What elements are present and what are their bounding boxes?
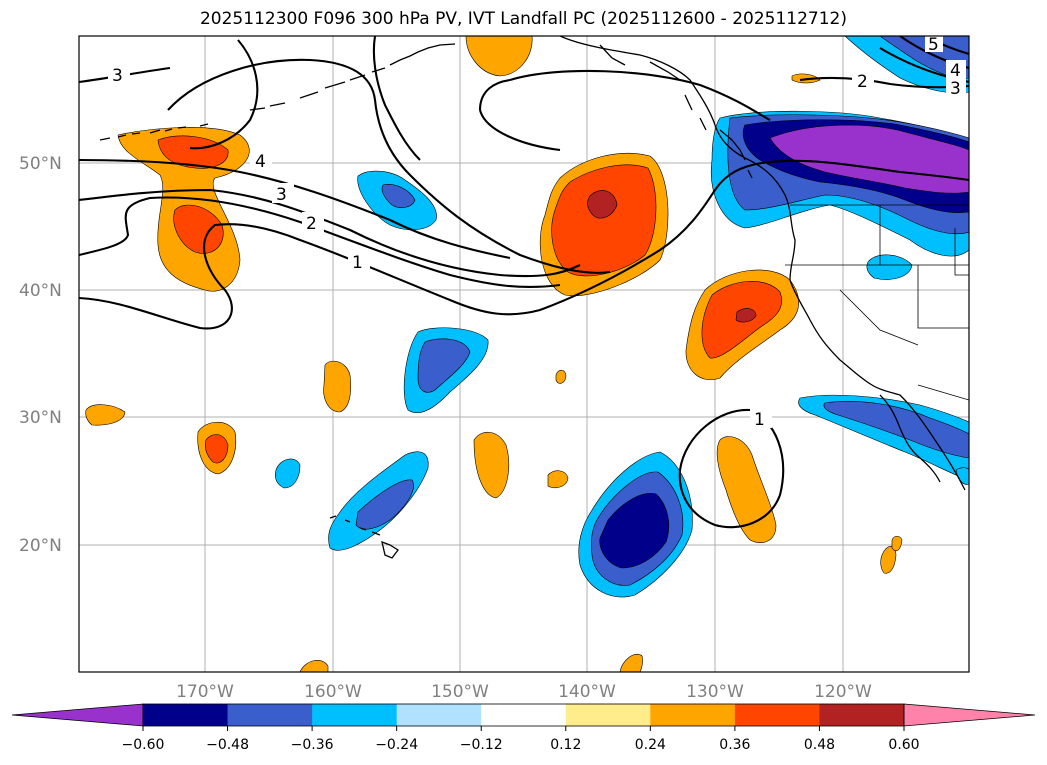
colorbar-tick-label: 0.36 [719,737,750,753]
lon-label-150w: 150°W [431,682,489,702]
anomaly-orange-127-south [716,436,777,543]
map-frame [78,35,970,673]
state-borders [785,204,969,401]
anomaly-orange-116b [891,535,903,552]
contour-ring-inner [478,69,771,152]
colorbar-segment [312,704,398,726]
lat-label-20n: 20°N [19,536,62,556]
anomaly-orange-bottom-2 [619,653,643,672]
anomaly-purple-ne [769,124,969,194]
lon-label-120w: 120°W [814,682,872,702]
anomaly-cyan-164 [274,458,301,489]
contour-3-west [79,188,581,278]
positive-pv-anomalies [85,36,903,672]
colorbar-tick-label: −0.48 [206,737,249,753]
colorbar-segment [565,704,651,726]
anomaly-redorange-central [551,164,657,277]
colorbar-tick-label: 0.24 [635,737,666,753]
contour-label: 4 [255,152,266,172]
colorbar-tick-label: −0.60 [122,737,165,753]
lon-label-170w: 170°W [176,682,234,702]
colorbar-tick-label: 0.12 [550,737,581,753]
colorbar-tick-label: −0.12 [460,737,503,753]
contour-label: 1 [352,253,363,273]
contour-label: 3 [950,79,961,99]
contour-label: 2 [857,72,868,92]
colorbar-segment [396,704,482,726]
lat-label-40n: 40°N [19,281,62,301]
anomaly-blue-152 [417,338,471,393]
anomaly-orange-116 [880,546,897,574]
colorbar-segment [143,704,229,726]
lon-label-140w: 140°W [558,682,616,702]
anomaly-redorange-west-mid [173,204,224,254]
contour-label: 5 [928,35,939,55]
contour-2-ne [799,76,969,89]
contour-ring-north [167,58,611,274]
contour-label: 4 [950,61,961,81]
contour-label: 3 [276,185,287,205]
anomaly-orange-161 [323,360,351,413]
colorbar-segment [227,704,313,726]
colorbar-tick-label: −0.24 [375,737,418,753]
anomaly-darkred-central [587,190,618,219]
anomaly-blue-baja [823,401,969,459]
map-title: 2025112300 F096 300 hPa PV, IVT Landfall… [199,9,847,29]
anomaly-red-169 [204,434,229,464]
contour-label: 3 [112,66,123,86]
latitude-labels: 50°N 40°N 30°N 20°N [19,154,62,556]
colorbar-tick-label: 0.60 [888,737,919,753]
contour-labels: 3 4 3 2 1 1 2 3 4 5 [108,35,966,430]
colorbar-segment [481,704,567,726]
colorbar-ticks: −0.60 −0.48 −0.36 −0.24 −0.12 0.12 0.24 0.36 0.4… [122,726,920,753]
lat-label-50n: 50°N [19,154,62,174]
colorbar-segment [650,704,736,726]
contour-label: 1 [754,410,765,430]
lon-label-130w: 130°W [686,682,744,702]
anomaly-blue-158 [355,479,414,530]
contour-upper-loop [372,36,421,161]
colorbar-extend-max [903,703,1036,727]
anomaly-navy-137 [599,493,669,569]
anomaly-darkred-128 [735,308,757,323]
anomaly-cyan-117 [866,254,913,280]
map-area: 3 4 3 2 1 1 2 3 4 5 [79,35,969,672]
anomaly-blue-156 [381,184,416,209]
anomaly-orange-140-tiny [555,369,567,384]
contour-1-west [79,159,969,330]
coastlines [99,36,966,559]
anomaly-orange-far-west [85,404,126,426]
colorbar-extend-min [11,703,144,727]
colorbar-tick-label: 0.48 [804,737,835,753]
anomaly-orange-148 [473,432,509,499]
colorbar: −0.60 −0.48 −0.36 −0.24 −0.12 0.12 0.24 0.36 0.4… [11,703,1036,753]
anomaly-orange-142-small [547,470,569,489]
colorbar-tick-label: −0.36 [291,737,334,753]
contour-2-west [79,196,561,289]
anomaly-orange-148-top [465,36,533,77]
contour-4 [79,158,511,260]
contour-1-southeast [678,408,785,529]
colorbar-segments [143,704,905,726]
contour-label: 2 [306,214,317,234]
anomaly-orange-bottom-1 [299,660,329,672]
lon-label-160w: 160°W [304,682,362,702]
colorbar-segment [819,704,905,726]
longitude-labels: 170°W 160°W 150°W 140°W 130°W 120°W [176,682,872,702]
contour-left-loop [189,39,259,150]
anomaly-redorange-west-north [157,135,229,169]
colorbar-segment [734,704,820,726]
lat-label-30n: 30°N [19,408,62,428]
